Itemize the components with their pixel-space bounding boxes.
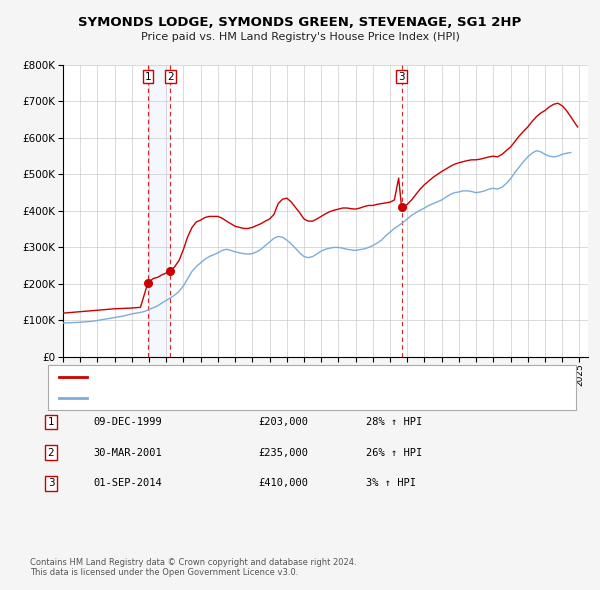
Text: 2: 2: [167, 71, 174, 81]
Text: £235,000: £235,000: [258, 448, 308, 457]
Text: £410,000: £410,000: [258, 478, 308, 488]
Text: Price paid vs. HM Land Registry's House Price Index (HPI): Price paid vs. HM Land Registry's House …: [140, 32, 460, 41]
Text: 3: 3: [398, 71, 405, 81]
Text: 30-MAR-2001: 30-MAR-2001: [93, 448, 162, 457]
Text: 09-DEC-1999: 09-DEC-1999: [93, 417, 162, 427]
Text: Contains HM Land Registry data © Crown copyright and database right 2024.
This d: Contains HM Land Registry data © Crown c…: [30, 558, 356, 577]
Text: 1: 1: [145, 71, 151, 81]
Bar: [148, 65, 170, 357]
Text: 28% ↑ HPI: 28% ↑ HPI: [366, 417, 422, 427]
Text: £203,000: £203,000: [258, 417, 308, 427]
Text: HPI: Average price, detached house, Stevenage: HPI: Average price, detached house, Stev…: [91, 394, 324, 403]
Text: 01-SEP-2014: 01-SEP-2014: [93, 478, 162, 488]
Text: 2: 2: [47, 448, 55, 457]
Text: SYMONDS LODGE, SYMONDS GREEN, STEVENAGE, SG1 2HP (detached house): SYMONDS LODGE, SYMONDS GREEN, STEVENAGE,…: [91, 372, 473, 382]
Text: SYMONDS LODGE, SYMONDS GREEN, STEVENAGE, SG1 2HP: SYMONDS LODGE, SYMONDS GREEN, STEVENAGE,…: [79, 16, 521, 29]
Text: 3% ↑ HPI: 3% ↑ HPI: [366, 478, 416, 488]
Text: 3: 3: [47, 478, 55, 488]
Text: 26% ↑ HPI: 26% ↑ HPI: [366, 448, 422, 457]
Text: 1: 1: [47, 417, 55, 427]
